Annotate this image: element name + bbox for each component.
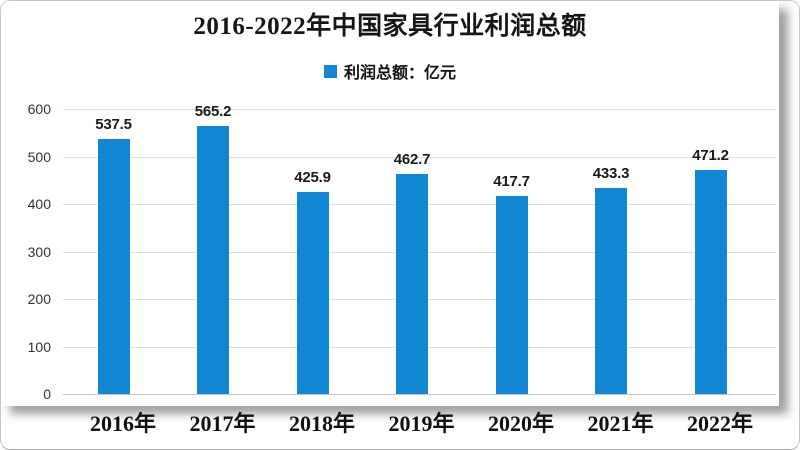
bar-2020年: [495, 195, 528, 394]
y-axis-tick-label: 400: [27, 196, 51, 212]
plot-area: 600 500 400 300 200 100 0 537.5 565.2 425.9 462.7 4…: [1, 1, 779, 406]
bar-value-label: 425.9: [294, 168, 331, 186]
y-axis-tick-label: 300: [27, 243, 51, 260]
x-axis-label-2020年: 2020年: [487, 411, 554, 436]
bar-value-label: 417.7: [493, 172, 530, 190]
x-axis-label-2021年: 2021年: [587, 411, 654, 436]
bar-2021年: [595, 188, 627, 394]
bar-2022年: [694, 170, 727, 394]
bar-value-label: 537.5: [95, 115, 132, 133]
legend-label: 利润总额：亿元: [343, 65, 456, 82]
y-axis-tick-label: 0: [43, 386, 51, 402]
gridline-600: [63, 109, 776, 110]
bar-value-label: 471.2: [692, 147, 729, 165]
y-axis-tick-label: 200: [27, 291, 51, 307]
x-axis-label-2019年: 2019年: [388, 411, 455, 436]
bar-2018年: [296, 191, 329, 394]
y-axis-tick-label: 600: [27, 101, 51, 117]
x-axis-label-2022年: 2022年: [686, 411, 753, 436]
chart-card: 2016-2022年中国家具行业利润总额 利润总额：亿元 600 500 400 30…: [1, 1, 779, 406]
chart-title: 2016-2022年中国家具行业利润总额: [193, 13, 587, 40]
legend-marker-icon: [323, 64, 337, 78]
x-axis-label-2018年: 2018年: [288, 411, 355, 436]
bar-2017年: [197, 125, 229, 394]
gridline-500: [63, 156, 776, 158]
bar-value-label: 433.3: [592, 165, 630, 183]
x-axis-label-2017年: 2017年: [189, 411, 256, 436]
y-axis-tick-label: 100: [27, 338, 51, 355]
x-axis-label-2016年: 2016年: [89, 411, 156, 436]
bar-value-label: 462.7: [393, 151, 431, 169]
bar-value-label: 565.2: [194, 102, 232, 120]
y-axis-tick-label: 500: [27, 148, 51, 165]
gridline-0: [63, 394, 776, 395]
bar-2019年: [396, 174, 428, 394]
chart-legend: 利润总额：亿元: [1, 59, 779, 83]
bar-2016年: [97, 138, 130, 394]
